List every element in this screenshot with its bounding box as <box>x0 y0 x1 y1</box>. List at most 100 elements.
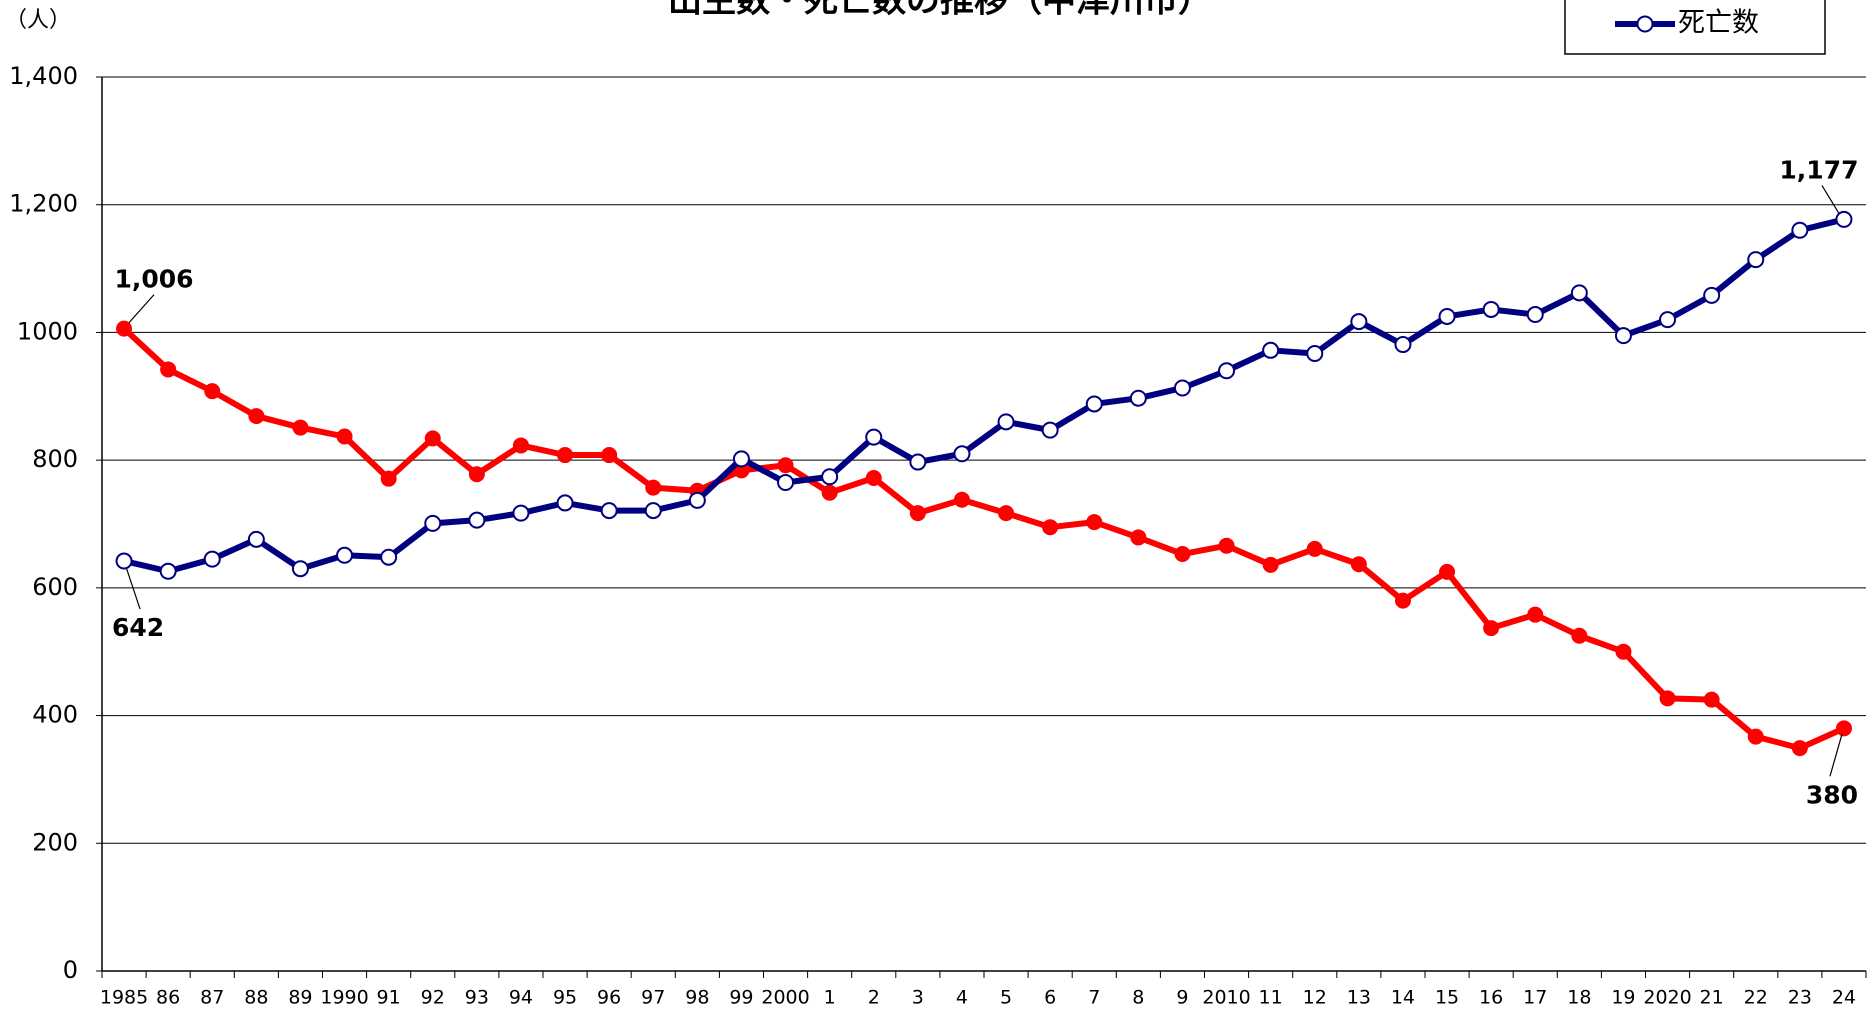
data-point <box>777 457 794 474</box>
x-tick-label: 23 <box>1788 987 1812 1009</box>
data-point <box>1747 251 1765 269</box>
x-tick-label: 1985 <box>100 987 148 1009</box>
data-point <box>336 546 354 564</box>
data-point <box>1659 311 1677 329</box>
data-point <box>600 502 618 520</box>
data-point <box>380 548 398 566</box>
x-tick-label: 3 <box>912 987 924 1009</box>
data-point <box>115 552 133 570</box>
x-tick-label: 98 <box>685 987 709 1009</box>
data-point <box>821 468 839 486</box>
y-tick-label: 600 <box>32 573 78 601</box>
data-point <box>1791 740 1808 757</box>
x-tick-label: 1 <box>824 987 836 1009</box>
y-tick-label: 400 <box>32 701 78 729</box>
x-tick-label: 6 <box>1044 987 1056 1009</box>
x-tick-label: 5 <box>1000 987 1012 1009</box>
data-point <box>556 494 574 512</box>
data-point <box>1218 537 1235 554</box>
data-point <box>1262 556 1279 573</box>
data-point <box>998 505 1015 522</box>
data-point <box>291 560 309 578</box>
data-point <box>777 473 795 491</box>
x-tick-label: 13 <box>1347 987 1371 1009</box>
data-point <box>203 550 221 568</box>
x-tick-label: 18 <box>1567 987 1591 1009</box>
legend-box <box>1564 0 1826 55</box>
data-point <box>380 470 397 487</box>
y-tick-label: 1,200 <box>9 190 78 218</box>
data-point <box>1570 284 1588 302</box>
label-leader <box>1821 185 1840 214</box>
series-line <box>122 326 1846 752</box>
x-tick-label: 7 <box>1088 987 1100 1009</box>
x-tick-label: 86 <box>156 987 180 1009</box>
data-point <box>1174 546 1191 563</box>
y-tick-label: 800 <box>32 445 78 473</box>
data-point <box>1394 592 1411 609</box>
x-tick-label: 8 <box>1132 987 1144 1009</box>
x-tick-label: 87 <box>200 987 224 1009</box>
x-tick-label: 93 <box>465 987 489 1009</box>
data-point <box>247 530 265 548</box>
data-point <box>1438 307 1456 325</box>
x-tick-label: 2 <box>868 987 880 1009</box>
data-point <box>248 408 265 425</box>
y-tick-label: 200 <box>32 828 78 856</box>
data-point <box>688 491 706 509</box>
data-point <box>1042 519 1059 536</box>
x-tick-label: 17 <box>1523 987 1547 1009</box>
data-point <box>1703 286 1721 304</box>
data-point <box>1659 690 1676 707</box>
data-point <box>512 504 530 522</box>
x-tick-label: 22 <box>1744 987 1768 1009</box>
data-point <box>1394 336 1412 354</box>
data-point <box>953 445 971 463</box>
data-point <box>1306 540 1323 557</box>
data-point <box>424 514 442 532</box>
data-point <box>1615 643 1632 660</box>
data-point <box>1747 728 1764 745</box>
x-tick-label: 21 <box>1700 987 1724 1009</box>
data-point <box>1526 306 1544 324</box>
data-point <box>116 320 133 337</box>
label-leader <box>125 566 141 610</box>
data-label: 642 <box>112 613 164 642</box>
legend-label: 死亡数 <box>1678 8 1759 39</box>
x-tick-label: 4 <box>956 987 968 1009</box>
data-point <box>1483 620 1500 637</box>
data-point <box>336 428 353 445</box>
x-tick-label: 16 <box>1479 987 1503 1009</box>
data-point <box>1835 210 1853 228</box>
data-point <box>909 505 926 522</box>
data-point <box>953 491 970 508</box>
data-point <box>1085 395 1103 413</box>
data-point <box>1173 379 1191 397</box>
x-tick-label: 1990 <box>320 987 368 1009</box>
x-tick-label: 88 <box>244 987 268 1009</box>
data-point <box>468 466 485 483</box>
data-point <box>159 562 177 580</box>
legend-marker <box>1636 15 1654 33</box>
x-tick-label: 24 <box>1832 987 1856 1009</box>
x-tick-label: 11 <box>1259 987 1283 1009</box>
data-point <box>1129 389 1147 407</box>
data-point <box>1041 421 1059 439</box>
data-point <box>865 470 882 487</box>
data-point <box>557 447 574 464</box>
data-point <box>1614 327 1632 345</box>
data-point <box>204 383 221 400</box>
data-label: 1,006 <box>115 265 194 294</box>
data-point <box>601 447 618 464</box>
x-tick-label: 9 <box>1176 987 1188 1009</box>
data-point <box>909 453 927 471</box>
chart-title: 出生数・死亡数の推移（中津川市） <box>668 0 1212 21</box>
x-tick-label: 2020 <box>1643 987 1691 1009</box>
data-point <box>512 437 529 454</box>
data-point <box>821 484 838 501</box>
data-point <box>732 450 750 468</box>
y-tick-label: 1000 <box>17 317 78 345</box>
data-point <box>645 479 662 496</box>
x-tick-label: 96 <box>597 987 621 1009</box>
